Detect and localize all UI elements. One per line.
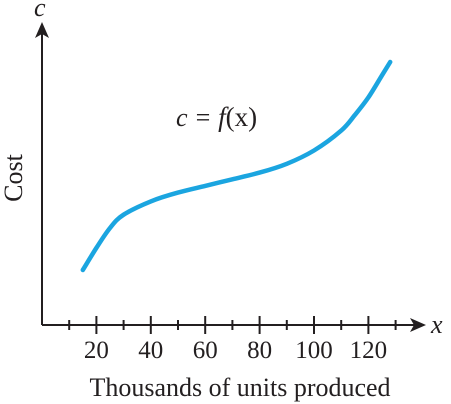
x-tick-label: 20 xyxy=(84,337,109,364)
x-axis-label: Thousands of units produced xyxy=(89,373,390,402)
y-axis-arrowhead xyxy=(35,22,49,38)
x-tick-label: 60 xyxy=(193,337,218,364)
x-tick-label: 40 xyxy=(138,337,163,364)
curve-annotation: c = f(x) xyxy=(176,102,257,132)
x-tick-label: 100 xyxy=(295,337,333,364)
x-axis-arrowhead xyxy=(410,318,426,332)
x-axis-variable: x xyxy=(430,310,443,339)
annotation-prefix: c = xyxy=(176,103,218,132)
cost-curve xyxy=(80,59,393,273)
series-layer xyxy=(80,59,393,273)
x-axis-ticks xyxy=(68,316,397,334)
x-tick-label: 80 xyxy=(247,337,272,364)
y-axis-label: Cost xyxy=(0,153,28,201)
x-axis-tick-labels: 20 40 60 80 100 120 xyxy=(84,337,387,364)
y-axis-variable: c xyxy=(34,0,46,22)
annotation-argument: (x) xyxy=(226,102,257,132)
x-tick-label: 120 xyxy=(350,337,388,364)
annotation-function-name: f xyxy=(218,102,229,132)
